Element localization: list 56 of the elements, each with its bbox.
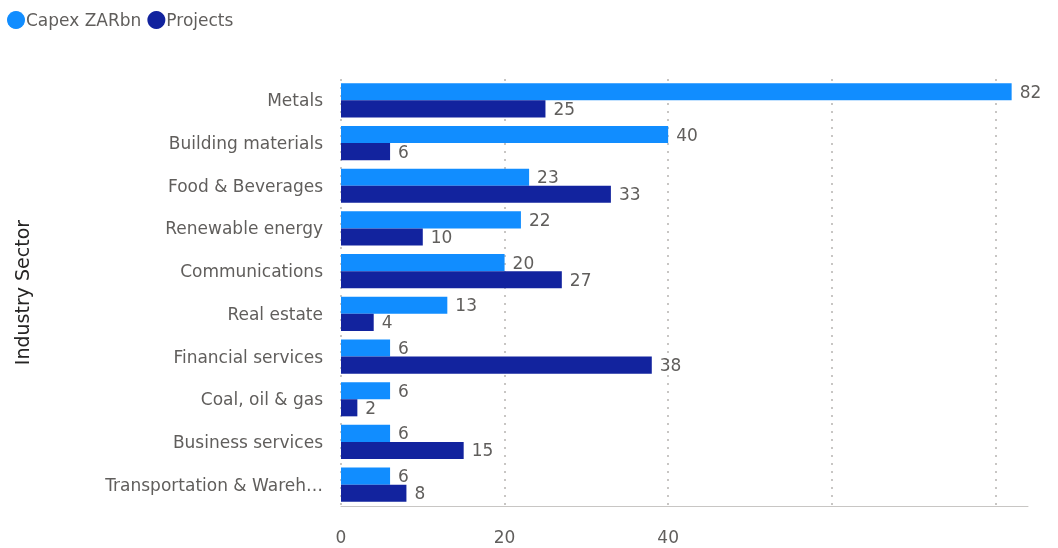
bar — [341, 211, 521, 229]
x-tick-label: 20 — [493, 526, 516, 547]
data-label: 2 — [365, 397, 377, 418]
y-tick-label: Transportation & Wareh… — [104, 474, 323, 495]
y-tick-label: Communications — [180, 261, 324, 282]
data-label: 38 — [659, 355, 682, 376]
x-tick-label: 40 — [657, 526, 679, 547]
data-label: 6 — [398, 423, 409, 444]
y-tick-label: Food & Beverages — [168, 175, 324, 196]
data-label: 6 — [398, 338, 409, 359]
bar — [341, 83, 1012, 101]
legend-label: Projects — [166, 10, 234, 30]
y-tick-label: Financial services — [173, 346, 324, 367]
x-tick-label: 0 — [335, 526, 347, 547]
data-label: 10 — [430, 226, 453, 247]
bar — [341, 399, 358, 417]
data-label: 25 — [553, 98, 576, 119]
legend-label: Capex ZARbn — [26, 10, 142, 30]
bar — [341, 441, 464, 460]
data-label: 22 — [528, 209, 551, 230]
bar — [341, 254, 505, 272]
bar — [341, 382, 391, 400]
data-label: 6 — [398, 466, 409, 487]
y-tick-label: Business services — [172, 431, 324, 452]
bar — [341, 484, 407, 502]
bar — [341, 271, 562, 289]
data-label: 4 — [381, 312, 393, 333]
bar — [341, 424, 391, 442]
y-axis-title: Industry Sector — [10, 219, 33, 366]
data-label: 27 — [569, 269, 592, 290]
bar — [341, 296, 448, 314]
y-tick-label: Coal, oil & gas — [200, 389, 324, 410]
y-tick-label: Building materials — [168, 133, 324, 154]
bar — [341, 356, 652, 374]
data-label: 15 — [471, 440, 494, 461]
bar — [341, 185, 611, 203]
bar — [341, 339, 391, 357]
bar — [341, 100, 546, 118]
bar — [341, 467, 391, 485]
data-label: 6 — [398, 380, 409, 401]
data-label: 82 — [1019, 81, 1042, 102]
data-label: 40 — [676, 124, 698, 145]
data-label: 23 — [537, 167, 559, 188]
y-tick-label: Real estate — [227, 303, 323, 324]
data-label: 33 — [618, 184, 641, 205]
bar — [341, 143, 391, 161]
bar — [341, 313, 374, 331]
data-label: 20 — [512, 252, 535, 273]
data-label: 6 — [398, 141, 409, 162]
y-tick-label: Metals — [267, 90, 324, 111]
bar — [341, 125, 669, 144]
data-label: 8 — [414, 483, 426, 504]
bar — [341, 168, 530, 186]
data-label: 13 — [455, 295, 477, 316]
y-tick-label: Renewable energy — [165, 218, 323, 239]
bar — [341, 228, 423, 246]
